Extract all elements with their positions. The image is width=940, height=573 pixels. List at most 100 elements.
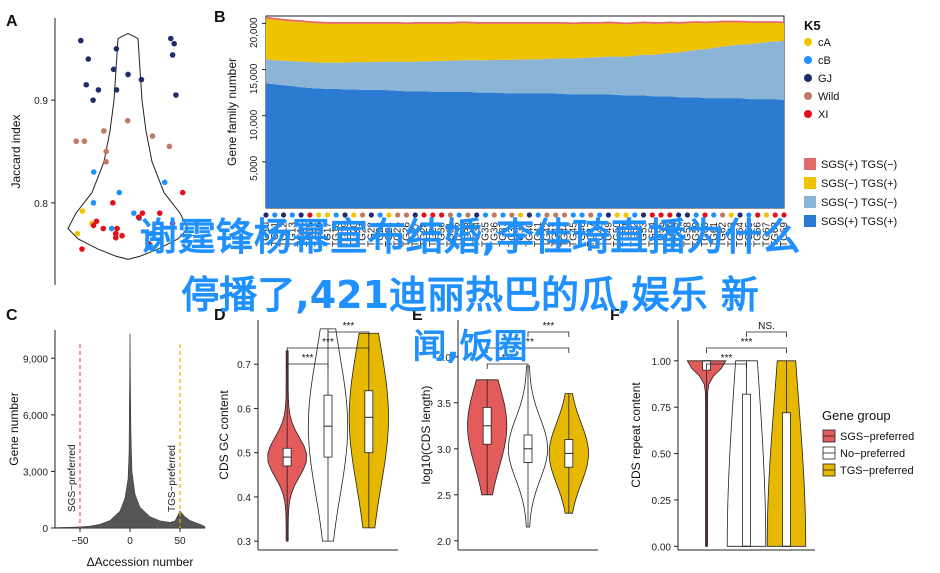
panel-b-x-tick-label: TG49 [603,222,614,247]
panel-e-y-axis-title: log10(CDS length) [419,386,433,485]
panel-b-x-tick-label: TG15 [305,222,316,247]
overlay-headline-line-2: 停播了,421迪丽热巴的瓜,娱乐 新 [181,273,759,317]
panel-b-x-tick-label: TG67 [761,222,772,247]
panel-a-point-gj [138,76,145,83]
panel-a-point-cb [90,200,97,206]
panel-e-y-tick-label: 3.5 [437,399,451,410]
panel-d-y-tick-label: 0.4 [237,493,251,504]
panel-b-group-dot [307,212,313,218]
panel-d-y-tick-label: 0.3 [237,537,251,548]
panel-b-group-dot [491,212,497,218]
panel-b-x-tick-label: TG23 [375,222,386,247]
panel-f-significance-bracket [746,331,787,337]
gene-group-legend-label: SGS−preferred [840,431,914,443]
panel-a-point-xi [135,214,142,221]
panel-a-point-gj [95,87,102,93]
panel-a-point-ca [79,208,86,214]
panel-b-group-dot [474,212,480,218]
panel-b-x-tick-label: TG31 [445,222,456,247]
panel-b-x-tick-label: TG53 [639,222,650,247]
panel-b-x-tick-label: TG20 [349,222,360,247]
panel-b-x-tick-label: TG64 [735,222,746,247]
panel-b-group-dot [719,212,726,218]
panel-a-point-xi [114,225,120,232]
panel-a-point-wild [166,143,173,150]
area-legend-swatch [804,215,816,227]
panel-f-box [782,412,791,547]
panel-b-group-dot [395,212,401,218]
panel-b-group-dot [579,212,585,218]
panel-e-significance-bracket [527,331,570,337]
panel-e-significance-label: *** [543,321,555,332]
panel-b-group-dot [763,212,770,218]
panel-b-group-dot [465,212,471,218]
panel-a-point-gj [113,46,120,52]
panel-e-y-tick-label: 4.0 [437,353,451,364]
panel-a-point-gj [110,66,117,73]
area-legend-label: SGS(+) TGS(−) [821,159,897,171]
panel-f-box [742,393,751,547]
panel-b-x-tick-label: TG17 [322,222,333,247]
panel-a-point-ca [74,230,81,237]
panel-b-x-tick-label: TG39 [516,222,527,247]
panel-b-group-dot [597,212,603,218]
panel-c-y-tick-label: 9,000 [23,354,48,365]
panel-b-x-tick-label: TG10 [261,222,272,247]
panel-c-x-tick-label: 0 [127,536,133,547]
panel-f-significance-label: *** [741,337,753,348]
panel-a-point-cb [148,230,154,237]
panel-b-x-tick-label: TG60 [700,222,711,247]
area-legend-label: SGS(−) TGS(+) [821,178,897,190]
panel-b-x-tick-label: TG58 [682,222,693,247]
gene-group-legend-label: No−preferred [840,448,905,460]
k5-legend-label-cb: cB [818,55,831,67]
k5-legend-label-xi: XI [818,109,828,121]
panel-e-significance-bracket [486,347,570,353]
panel-b-group-dot [333,212,339,218]
panel-d-significance-label: *** [343,321,355,332]
panel-c-y-tick-label: 6,000 [23,411,48,422]
panel-b-x-tick-label: TG52 [630,222,641,247]
panel-c-x-tick-label: 50 [174,536,186,547]
panel-b-x-tick-label: TG24 [384,222,395,247]
panel-b-group-dot [772,212,778,218]
panel-b-group-dot [438,212,445,218]
panel-b-x-tick-label: TG29 [428,222,439,247]
panel-b-group-dot [746,212,752,218]
panel-f-significance-bracket [706,363,747,369]
panel-b-group-dot [500,212,506,218]
panel-b-x-tick-label: TG32 [454,222,465,247]
panel-a-point-wild [103,148,109,155]
panel-a-point-gj [173,92,179,98]
panel-d-significance-bracket [286,347,370,353]
panel-b-group-dot [658,212,664,218]
panel-b-group-dot [377,212,383,218]
panel-b-group-dot [667,212,673,218]
panel-b-x-tick-label: TG14 [296,222,307,247]
panel-b-area-sgs-tgs- [266,40,784,100]
panel-f-y-tick-label: 0.25 [652,496,672,507]
panel-a-point-xi [100,225,107,232]
panel-b-group-dot [412,212,418,218]
panel-a-point-gj [168,35,174,42]
panel-b-area-sgs-tgs- [266,18,784,63]
panel-a-point-wild [124,117,131,124]
panel-b-group-dot [676,212,682,218]
panel-a-point-xi [112,234,119,241]
k5-legend-label-ca: cA [818,37,832,49]
panel-a-point-gj [113,87,120,93]
panel-d-significance-bracket [327,331,370,337]
panel-b-group-dot [359,212,366,218]
panel-a-point-xi [179,189,186,196]
panel-b-group-dot [368,212,374,218]
panel-a-point-gj [83,81,90,88]
panel-b-x-tick-label: TG66 [753,222,764,247]
panel-b-area-sgs-tgs- [266,83,784,208]
panel-a-point-wild [73,138,80,145]
panel-b-x-tick-label: TG51 [621,222,632,247]
k5-legend-dot-wild [804,92,812,100]
panel-a-point-gj [169,52,176,58]
panel-a-point-cb [131,210,137,216]
panel-b-x-tick-label: TG62 [718,222,729,247]
panel-a-point-cb [108,225,115,232]
